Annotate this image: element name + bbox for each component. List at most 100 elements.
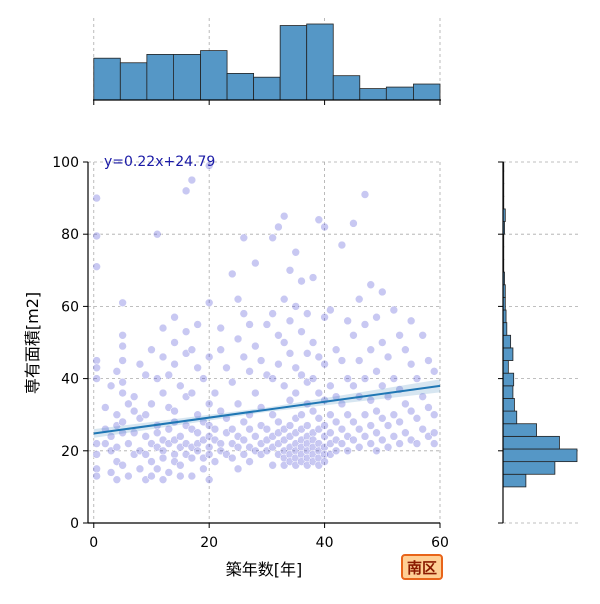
scatter-point (92, 193, 101, 203)
scatter-point (92, 374, 101, 383)
scatter-point (314, 352, 324, 362)
scatter-point (302, 421, 312, 430)
scatter-point (176, 381, 185, 391)
scatter-point (112, 367, 122, 376)
y-hist-bar (502, 334, 512, 349)
scatter-point (314, 414, 324, 423)
scatter-point (366, 421, 376, 430)
scatter-point (112, 475, 122, 484)
scatter-point (291, 363, 301, 373)
y-hist-bar (502, 385, 514, 399)
scatter-point (268, 410, 277, 420)
scatter-point (187, 345, 197, 355)
scatter-point (279, 294, 289, 304)
scatter-point (106, 432, 116, 441)
scatter-point (170, 338, 179, 347)
y-hist-bar (502, 360, 509, 374)
scatter-point (233, 294, 243, 304)
y-hist-bar (502, 448, 578, 463)
x-hist-bar (226, 73, 255, 101)
x-hist-bar (253, 76, 281, 101)
scatter-point (233, 442, 243, 452)
scatter-point (152, 374, 162, 383)
scatter-point (343, 446, 352, 456)
scatter-point (92, 231, 101, 241)
scatter-point (245, 457, 254, 466)
scatter-point (129, 406, 139, 416)
scatter-point (204, 352, 214, 362)
scatter-point (187, 175, 197, 185)
scatter-point (401, 345, 410, 355)
scatter-point (383, 352, 393, 362)
scatter-point (331, 345, 341, 355)
scatter-point (297, 410, 306, 420)
scatter-point (337, 424, 347, 434)
scatter-point (360, 410, 370, 420)
scatter-point (199, 374, 208, 383)
scatter-point (395, 330, 404, 340)
scatter-point (389, 305, 399, 315)
scatter-point (262, 424, 272, 434)
scatter-point (360, 320, 370, 329)
scatter-point (337, 356, 347, 365)
scatter-point (291, 388, 301, 398)
scatter-point (245, 320, 254, 329)
y-marginal-histogram (498, 161, 578, 524)
scatter-point (118, 388, 127, 398)
scatter-point (354, 356, 364, 365)
x-hist-bar (413, 83, 441, 101)
scatter-point (222, 363, 231, 373)
scatter-point (135, 464, 145, 474)
scatter-point (101, 403, 110, 412)
scatter-point (112, 410, 122, 420)
scatter-point (308, 406, 318, 416)
scatter-point (389, 432, 399, 441)
scatter-point (92, 262, 101, 271)
scatter-point (320, 359, 329, 369)
scatter-point (187, 388, 197, 398)
y-hist-bar (502, 347, 514, 361)
scatter-point (377, 381, 387, 391)
scatter-point (274, 222, 283, 232)
regression-group (93, 379, 441, 438)
scatter-point (372, 446, 381, 456)
scatter-point (302, 349, 312, 358)
scatter-point (372, 367, 381, 376)
scatter-point (418, 424, 427, 434)
scatter-point (279, 338, 289, 347)
scatter-point (297, 370, 306, 380)
scatter-point (251, 388, 260, 398)
scatter-point (412, 439, 422, 448)
scatter-point (297, 276, 306, 286)
y-tick-label: 100 (52, 155, 79, 171)
scatter-point (147, 399, 156, 409)
scatter-point (383, 421, 393, 430)
scatter-point (349, 417, 358, 427)
scatter-point (158, 323, 168, 333)
scatter-point (401, 399, 410, 409)
scatter-point (274, 417, 283, 427)
scatter-point (302, 309, 312, 318)
scatter-point (337, 240, 347, 250)
x-tick-label: 60 (431, 535, 449, 551)
x-hist-bar (173, 54, 201, 101)
scatter-point (377, 338, 387, 347)
scatter-point (314, 215, 324, 225)
scatter-point (152, 229, 162, 239)
scatter-point (193, 320, 202, 329)
scatter-point (274, 330, 283, 340)
scatter-point (366, 439, 376, 448)
scatter-point (158, 453, 168, 463)
scatter-point (308, 374, 318, 383)
scatter-point (227, 269, 237, 279)
regression-equation: y=0.22x+24.79 (104, 154, 215, 170)
axes: 0 20 40 60 0 20 40 60 80 100 (52, 155, 449, 551)
scatter-point (204, 399, 214, 409)
regression-confidence-band (93, 379, 440, 438)
scatter-point (106, 468, 116, 477)
scatter-point (418, 330, 427, 340)
scatter-point (92, 471, 101, 481)
scatter-point (343, 374, 352, 383)
y-tick-label: 80 (61, 227, 79, 243)
scatter-point (112, 442, 122, 452)
